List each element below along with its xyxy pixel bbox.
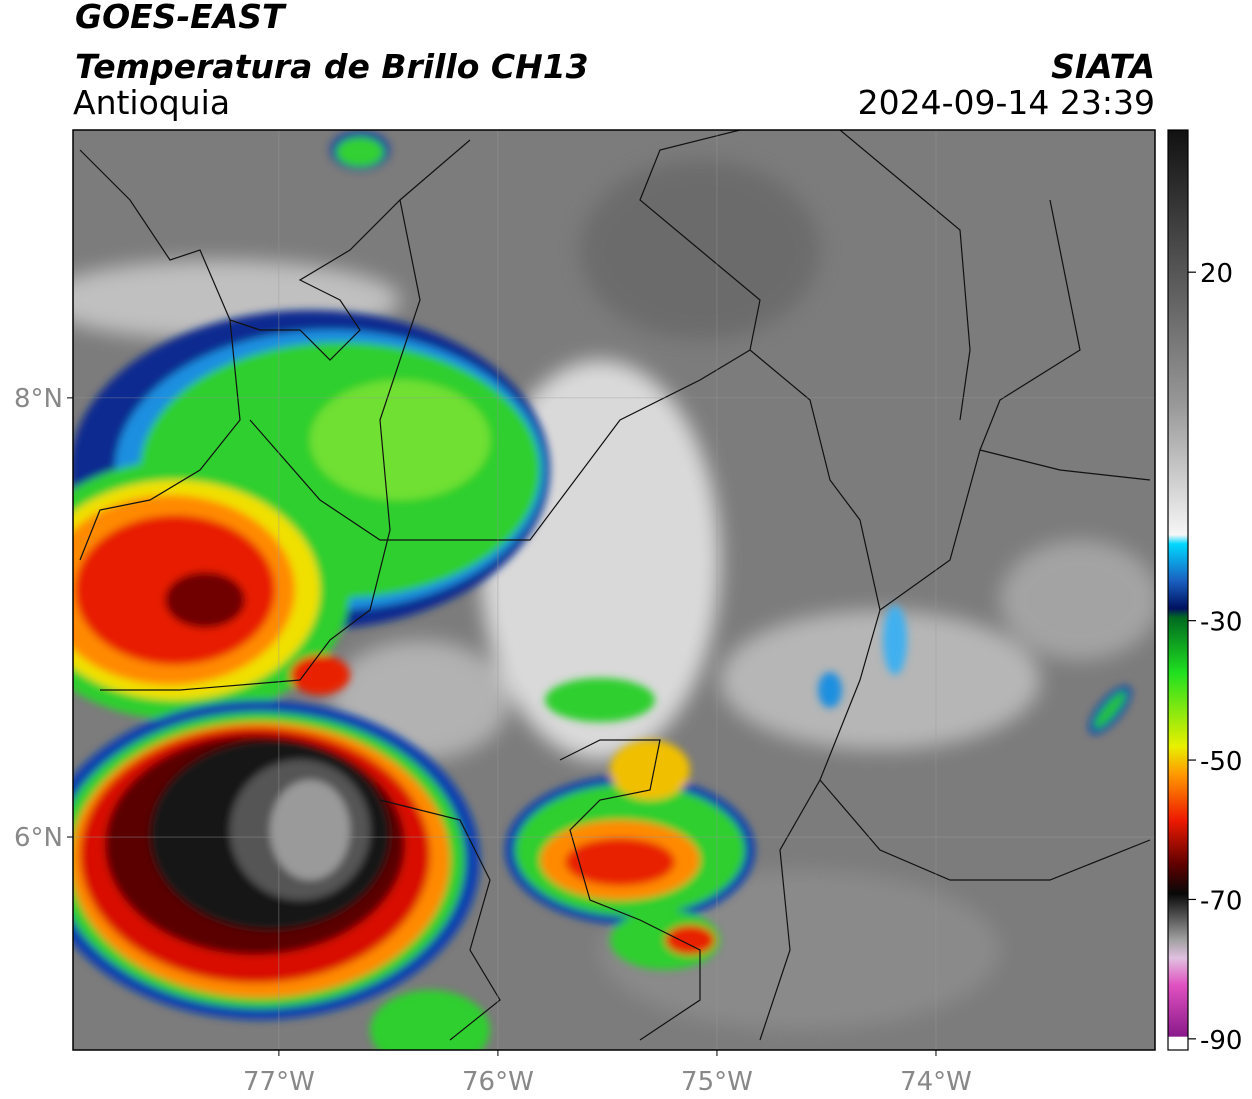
lat-tick-label: 6°N [14, 823, 63, 853]
graticule: 8°N 6°N 77°W 76°W 75°W 74°W [14, 130, 1155, 1097]
colorbar-tick-label: -50 [1200, 747, 1242, 777]
lon-tick-label: 75°W [681, 1067, 753, 1097]
colorbar-tick-label: -90 [1200, 1026, 1242, 1056]
region: Antioquia [73, 83, 230, 122]
lat-tick-label: 8°N [14, 384, 63, 414]
lon-tick-label: 77°W [243, 1067, 315, 1097]
source: SIATA [1051, 47, 1155, 86]
datetime: 2024-09-14 23:39 [858, 83, 1155, 122]
subtitle: Temperatura de Brillo CH13 [75, 47, 589, 86]
title: GOES-EAST [75, 0, 287, 36]
lon-tick-label: 74°W [900, 1067, 972, 1097]
map-frame [72, 129, 1156, 1051]
colorbar-tick-label: -70 [1200, 886, 1242, 916]
satellite-image [73, 130, 1155, 1050]
lon-tick-label: 76°W [462, 1067, 534, 1097]
colorbar-tick-label: -30 [1200, 608, 1242, 638]
colorbar [1167, 129, 1189, 1051]
colorbar-ticks: 20 -30 -50 -70 -90 [1188, 259, 1242, 1056]
colorbar-tick-label: 20 [1200, 259, 1233, 289]
